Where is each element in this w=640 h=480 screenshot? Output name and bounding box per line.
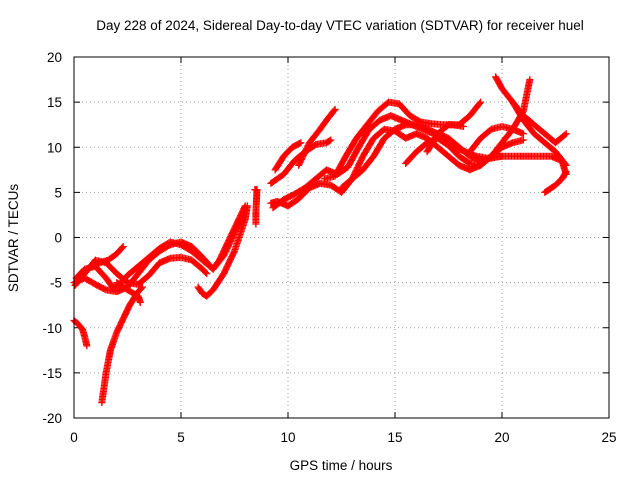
data-point (562, 161, 570, 169)
series-track-u (509, 98, 570, 169)
y-tick-label: 0 (54, 231, 62, 246)
data-point (137, 284, 145, 292)
data-point (519, 136, 527, 144)
series-track-v (541, 168, 570, 196)
data-point (138, 283, 146, 291)
data-point (476, 99, 484, 107)
series-track-c (70, 206, 249, 296)
y-tick-label: -15 (42, 366, 62, 381)
series-track-i (251, 186, 261, 228)
y-axis-label: SDTVAR / TECUs (6, 184, 21, 293)
data-point (119, 243, 127, 251)
data-point (136, 298, 144, 306)
data-point (498, 152, 506, 160)
y-tick-label: 15 (47, 95, 62, 110)
y-tick-label: 20 (47, 50, 62, 65)
grid (74, 57, 609, 418)
x-tick-label: 20 (494, 430, 509, 445)
data-point (330, 107, 338, 115)
series-track-f (194, 202, 251, 300)
data-point (202, 268, 210, 276)
y-tick-label: -10 (42, 321, 62, 336)
series-track-g (70, 317, 91, 350)
series-track-s (466, 122, 527, 156)
data-point (477, 98, 485, 106)
y-tick-label: -5 (50, 276, 62, 291)
x-tick-label: 10 (280, 430, 295, 445)
chart-title: Day 228 of 2024, Sidereal Day-to-day VTE… (96, 18, 583, 33)
data-point (297, 139, 305, 147)
y-tick-label: -20 (42, 411, 62, 426)
y-tick-label: 5 (54, 185, 62, 200)
series-track-o (320, 98, 467, 183)
data-point (561, 160, 569, 168)
y-tick-label: 10 (47, 140, 62, 155)
data-point (526, 76, 534, 84)
data-points (70, 73, 570, 407)
data-point (561, 131, 569, 139)
data-point (519, 130, 527, 138)
series-track-m (271, 139, 305, 174)
series-track-j (267, 125, 527, 210)
series-track-r (423, 98, 485, 156)
x-tick-label: 0 (70, 430, 78, 445)
series-track-d (87, 243, 127, 270)
data-point (561, 169, 569, 177)
x-tick-label: 15 (387, 430, 402, 445)
axis-ticks: 0 5 10 15 20 25 -20 -15 -10 -5 0 5 10 15 20 (42, 50, 616, 445)
data-point (252, 220, 260, 228)
plot-frame (73, 56, 610, 419)
series-track-n (295, 105, 339, 169)
data-point (326, 137, 334, 145)
data-point (83, 342, 91, 350)
x-tick-label: 5 (177, 430, 185, 445)
data-point (203, 270, 211, 278)
data-point (243, 202, 251, 210)
data-point (562, 168, 570, 176)
data-point (562, 130, 570, 138)
x-axis-label: GPS time / hours (290, 458, 393, 473)
data-point (118, 244, 126, 252)
data-point (327, 136, 335, 144)
x-tick-label: 25 (601, 430, 616, 445)
series-track-h (98, 283, 146, 407)
data-point (331, 105, 339, 113)
